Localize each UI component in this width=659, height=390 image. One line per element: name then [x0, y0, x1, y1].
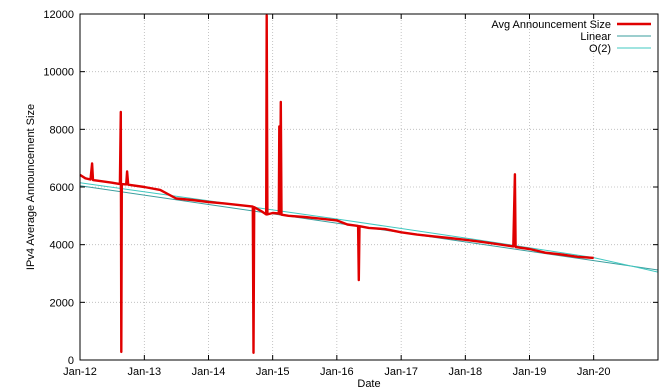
y-tick-label: 12000	[43, 9, 74, 21]
x-tick-label: Jan-17	[384, 366, 418, 378]
x-axis-title: Date	[357, 378, 380, 390]
x-tick-label: Jan-19	[513, 366, 547, 378]
x-tick-label: Jan-13	[128, 366, 162, 378]
legend-label: Avg Announcement Size	[491, 19, 611, 31]
y-tick-label: 2000	[50, 297, 74, 309]
axis-ticks: 0 2000 4000 6000 8000 10000 12000 Jan-12 Jan-13 J…	[43, 9, 658, 378]
series-line-avg-announcement-size	[79, 14, 594, 354]
legend-label: Linear	[580, 31, 611, 43]
y-tick-label: 10000	[43, 67, 74, 79]
grid-lines	[80, 14, 658, 360]
x-tick-label: Jan-15	[256, 366, 290, 378]
y-tick-label: 0	[68, 355, 74, 367]
series-line-o2	[79, 182, 659, 273]
x-tick-label: Jan-18	[449, 366, 483, 378]
y-axis-title: IPv4 Average Announcement Size	[25, 104, 37, 270]
y-tick-label: 4000	[50, 240, 74, 252]
x-tick-label: Jan-12	[63, 366, 97, 378]
y-tick-label: 8000	[50, 124, 74, 136]
y-tick-label: 6000	[50, 182, 74, 194]
x-tick-label: Jan-16	[320, 366, 354, 378]
legend-label: O(2)	[589, 43, 611, 55]
x-tick-label: Jan-14	[192, 366, 226, 378]
x-tick-label: Jan-20	[577, 366, 611, 378]
plot-series	[79, 14, 659, 354]
